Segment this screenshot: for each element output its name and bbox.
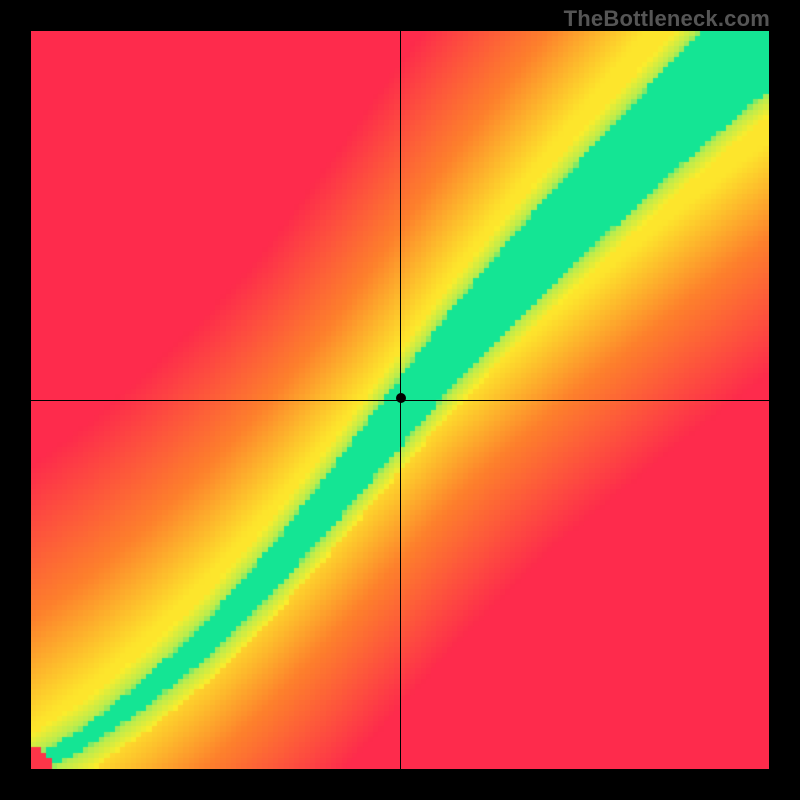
chart-container: TheBottleneck.com bbox=[0, 0, 800, 800]
watermark-text: TheBottleneck.com bbox=[564, 6, 770, 32]
marker-dot bbox=[396, 393, 406, 403]
